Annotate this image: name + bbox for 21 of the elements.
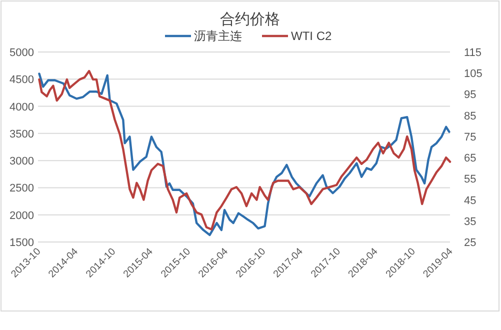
y2-tick-label: 75 xyxy=(464,131,476,144)
y2-tick-label: 115 xyxy=(464,47,482,59)
y2-tick-label: 65 xyxy=(464,152,476,165)
y2-tick-label: 55 xyxy=(464,174,476,186)
legend-label: 沥青主连 xyxy=(194,29,242,43)
y-tick-label: 4500 xyxy=(10,74,34,86)
y-tick-label: 3000 xyxy=(10,156,34,168)
y-tick-label: 5000 xyxy=(10,47,34,59)
legend-label: WTI C2 xyxy=(291,29,332,43)
y-tick-label: 3500 xyxy=(10,128,34,140)
y-tick-label: 2000 xyxy=(10,210,34,222)
y-tick-label: 4000 xyxy=(10,101,34,114)
y-tick-label: 1500 xyxy=(10,237,34,249)
chart-title: 合约价格 xyxy=(220,11,280,28)
y2-tick-label: 45 xyxy=(464,194,476,207)
y2-tick-label: 25 xyxy=(464,237,476,249)
y2-tick-label: 95 xyxy=(464,89,476,102)
y2-tick-label: 35 xyxy=(464,216,476,228)
y-tick-label: 2500 xyxy=(10,182,34,195)
y2-tick-label: 85 xyxy=(464,110,476,122)
y2-tick-label: 105 xyxy=(464,68,482,80)
